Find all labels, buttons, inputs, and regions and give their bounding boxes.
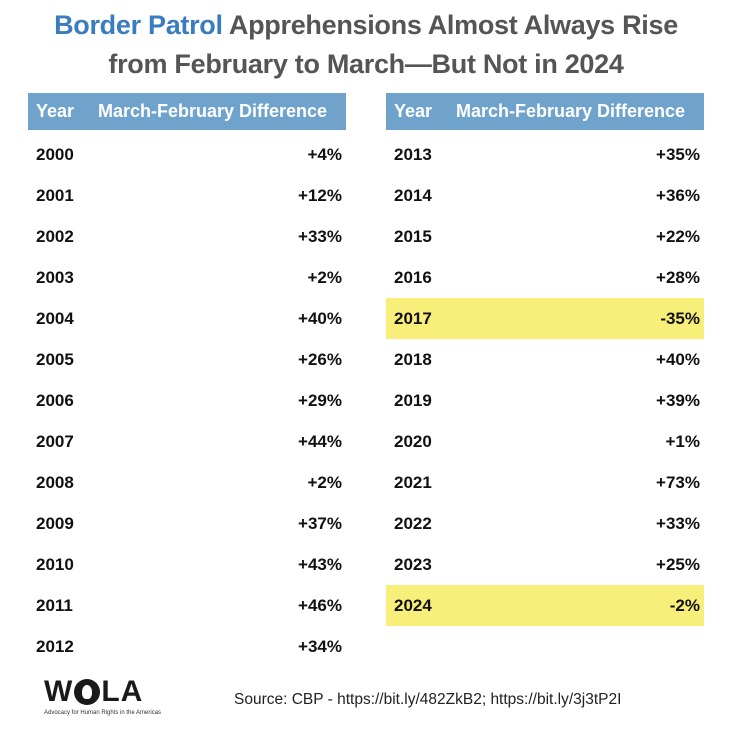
cell-year: 2011 <box>36 595 73 615</box>
cell-year: 2019 <box>394 390 432 410</box>
cell-year: 2004 <box>36 308 74 328</box>
cell-difference: +2% <box>307 267 343 287</box>
cell-difference: +37% <box>298 513 342 533</box>
cell-year: 2007 <box>36 431 74 451</box>
table-right: Year March-February Difference 2013 +35% 2… <box>386 93 704 626</box>
table-row: 2011 +46% <box>28 585 346 626</box>
cell-difference: +73% <box>656 472 700 492</box>
logo-tagline: Advocacy for Human Rights in the America… <box>44 710 162 716</box>
cell-year: 2015 <box>394 226 432 246</box>
table-row: 2014 +36% <box>386 175 704 216</box>
cell-difference: +40% <box>656 349 700 369</box>
cell-difference: +4% <box>307 144 343 164</box>
table-row-highlighted: 2017 -35% <box>386 298 704 339</box>
cell-difference: +33% <box>656 513 700 533</box>
cell-year: 2017 <box>394 308 432 328</box>
table-row: 2015 +22% <box>386 216 704 257</box>
cell-year: 2003 <box>36 267 74 287</box>
header-difference: March-February Difference <box>98 101 328 121</box>
table-body: 2000 +4% 2001 +12% 2002 +33% 2003 +2% 2004 +40% 20… <box>28 130 346 667</box>
table-row: 2003 +2% <box>28 257 346 298</box>
cell-year: 2005 <box>36 349 74 369</box>
table-row: 2022 +33% <box>386 503 704 544</box>
cell-difference: +33% <box>298 226 342 246</box>
logo-wordmark: W LA <box>44 676 161 708</box>
table-row: 2009 +37% <box>28 503 346 544</box>
table-row: 2020 +1% <box>386 421 704 462</box>
cell-difference: +25% <box>656 554 700 574</box>
cell-year: 2013 <box>394 144 432 164</box>
cell-year: 2024 <box>394 595 432 615</box>
cell-difference: +36% <box>656 185 700 205</box>
table-left: Year March-February Difference 2000 +4% 20… <box>28 93 346 667</box>
cell-year: 2018 <box>394 349 432 369</box>
table-row: 2013 +35% <box>386 134 704 175</box>
table-row: 2016 +28% <box>386 257 704 298</box>
table-row: 2000 +4% <box>28 134 346 175</box>
cell-difference: +40% <box>298 308 342 328</box>
table-row: 2021 +73% <box>386 462 704 503</box>
cell-year: 2006 <box>36 390 74 410</box>
cell-year: 2023 <box>394 554 432 574</box>
cell-year: 2012 <box>36 636 74 656</box>
cell-difference: +2% <box>307 472 343 492</box>
cell-year: 2014 <box>394 185 432 205</box>
table-body: 2013 +35% 2014 +36% 2015 +22% 2016 +28% 2017 -35%… <box>386 130 704 626</box>
cell-year: 2016 <box>394 267 432 287</box>
table-row: 2023 +25% <box>386 544 704 585</box>
table-row: 2004 +40% <box>28 298 346 339</box>
logo-letters-la: LA <box>101 675 144 708</box>
table-row: 2002 +33% <box>28 216 346 257</box>
title-line-1: Border Patrol Apprehensions Almost Alway… <box>0 6 732 45</box>
table-row: 2007 +44% <box>28 421 346 462</box>
table-row: 2018 +40% <box>386 339 704 380</box>
cell-difference: +22% <box>656 226 700 246</box>
cell-difference: +26% <box>298 349 342 369</box>
logo-o-icon <box>74 679 101 705</box>
cell-difference: +34% <box>298 636 342 656</box>
cell-year: 2009 <box>36 513 74 533</box>
table-row-highlighted: 2024 -2% <box>386 585 704 626</box>
cell-year: 2008 <box>36 472 74 492</box>
title-line-2: from February to March—But Not in 2024 <box>108 49 624 79</box>
cell-difference: +1% <box>665 431 701 451</box>
table-header: Year March-February Difference <box>28 93 346 130</box>
table-header: Year March-February Difference <box>386 93 704 130</box>
wola-logo: W LA Advocacy for Human Rights in the Ame… <box>44 676 162 717</box>
table-row: 2012 +34% <box>28 626 346 667</box>
cell-difference: +29% <box>298 390 342 410</box>
cell-difference: +39% <box>656 390 700 410</box>
cell-difference: +28% <box>656 267 700 287</box>
header-difference: March-February Difference <box>456 101 686 121</box>
chart-title: Border Patrol Apprehensions Almost Alway… <box>0 6 732 84</box>
source-note: Source: CBP - https://bit.ly/482ZkB2; ht… <box>234 691 622 708</box>
cell-difference: -2% <box>669 595 700 615</box>
cell-year: 2002 <box>36 226 74 246</box>
logo-letter-w: W <box>44 675 74 708</box>
cell-year: 2000 <box>36 144 74 164</box>
table-row: 2001 +12% <box>28 175 346 216</box>
table-row: 2010 +43% <box>28 544 346 585</box>
table-row: 2019 +39% <box>386 380 704 421</box>
table-row: 2005 +26% <box>28 339 346 380</box>
cell-year: 2001 <box>36 185 74 205</box>
cell-year: 2010 <box>36 554 74 574</box>
title-accent: Border Patrol <box>54 10 223 40</box>
cell-difference: +35% <box>656 144 700 164</box>
cell-difference: +12% <box>298 185 342 205</box>
header-year: Year <box>36 101 75 121</box>
cell-difference: +46% <box>298 595 342 615</box>
cell-difference: +43% <box>298 554 342 574</box>
cell-year: 2022 <box>394 513 432 533</box>
table-row: 2006 +29% <box>28 380 346 421</box>
table-row: 2008 +2% <box>28 462 346 503</box>
header-year: Year <box>394 101 433 121</box>
title-line-1-rest: Apprehensions Almost Always Rise <box>222 10 678 40</box>
cell-year: 2020 <box>394 431 432 451</box>
cell-difference: +44% <box>298 431 342 451</box>
cell-difference: -35% <box>660 308 700 328</box>
cell-year: 2021 <box>394 472 432 492</box>
